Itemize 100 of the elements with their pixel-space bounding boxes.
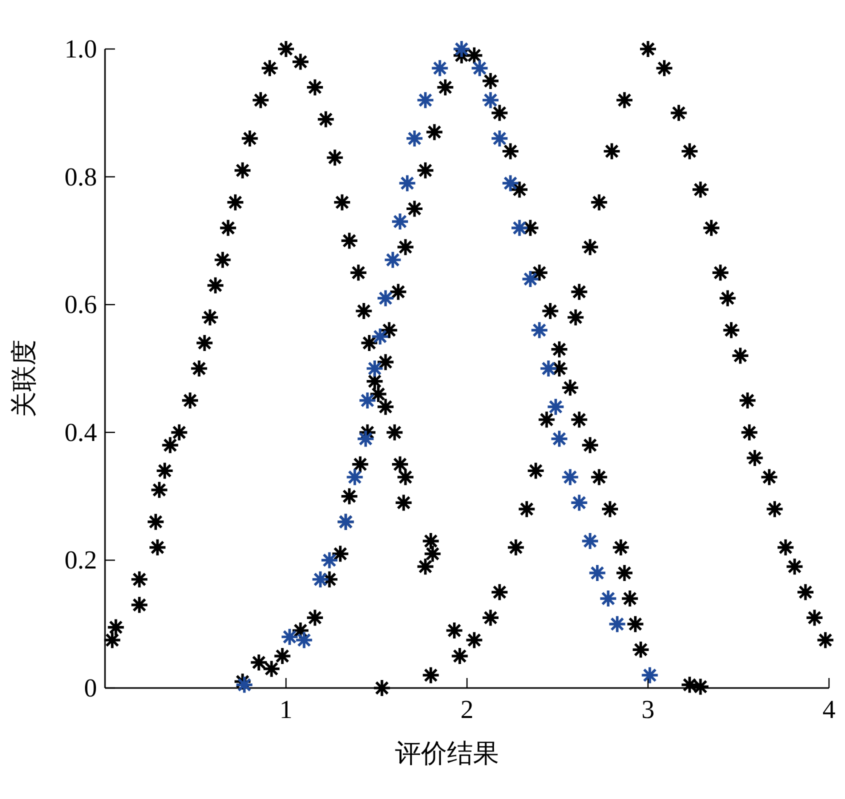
- y-tick-label: 0.6: [64, 290, 97, 320]
- point: [251, 90, 270, 110]
- point: [702, 218, 721, 238]
- point: [340, 231, 359, 250]
- point: [510, 180, 529, 199]
- point: [370, 327, 390, 346]
- point: [501, 142, 520, 161]
- point: [260, 58, 280, 78]
- point: [190, 359, 208, 378]
- point: [464, 630, 484, 650]
- y-tick-label: 0.4: [64, 418, 97, 447]
- point: [612, 538, 630, 557]
- x-tick-label: 4: [822, 695, 836, 724]
- point: [383, 250, 402, 270]
- point: [148, 538, 167, 557]
- point: [180, 391, 200, 410]
- point: [501, 174, 520, 192]
- point: [560, 378, 580, 397]
- point: [517, 500, 536, 518]
- point: [566, 308, 585, 327]
- point: [380, 320, 398, 340]
- y-tick-label: 0.2: [64, 546, 97, 575]
- point: [445, 621, 464, 640]
- point: [598, 589, 618, 608]
- point: [349, 263, 368, 282]
- point: [537, 410, 556, 429]
- point: [358, 391, 377, 410]
- point: [590, 468, 608, 486]
- point: [481, 90, 500, 110]
- point: [805, 608, 824, 628]
- point: [369, 384, 388, 404]
- point: [490, 129, 509, 148]
- point: [602, 142, 622, 161]
- point: [390, 212, 410, 231]
- point: [711, 263, 730, 282]
- point: [550, 340, 569, 359]
- point: [608, 614, 627, 634]
- point: [654, 58, 674, 78]
- point: [396, 468, 415, 486]
- point: [560, 468, 580, 486]
- point: [470, 58, 489, 78]
- point: [425, 122, 444, 142]
- point: [722, 320, 741, 340]
- point: [376, 398, 395, 416]
- point: [390, 455, 410, 474]
- point: [490, 104, 509, 122]
- y-axis-title: 关联度: [10, 340, 38, 418]
- point: [718, 288, 737, 308]
- point: [620, 589, 640, 608]
- point: [760, 468, 779, 486]
- point: [306, 608, 324, 628]
- point: [240, 129, 260, 148]
- point: [218, 218, 238, 238]
- point: [540, 302, 560, 320]
- point: [464, 46, 484, 65]
- x-tick-label: 2: [460, 695, 474, 724]
- point: [631, 640, 650, 659]
- point: [539, 359, 558, 378]
- point: [796, 582, 815, 602]
- point: [213, 250, 232, 270]
- point: [638, 40, 658, 58]
- point: [765, 500, 784, 518]
- point: [526, 461, 546, 480]
- point: [738, 391, 757, 410]
- point: [394, 493, 413, 512]
- point: [615, 90, 634, 110]
- point: [396, 238, 415, 256]
- point: [506, 538, 526, 557]
- point: [590, 193, 608, 212]
- y-tick-label: 1.0: [64, 34, 97, 64]
- point: [626, 614, 645, 634]
- point: [691, 180, 710, 199]
- point: [785, 557, 804, 576]
- point: [405, 129, 424, 148]
- point: [580, 436, 600, 454]
- point: [530, 263, 549, 282]
- point: [155, 461, 174, 480]
- point: [640, 666, 660, 685]
- point: [416, 90, 435, 110]
- point: [294, 630, 314, 650]
- point: [452, 40, 471, 58]
- point: [450, 646, 470, 666]
- point: [273, 646, 292, 666]
- point: [385, 423, 404, 442]
- point: [276, 40, 296, 58]
- point: [306, 78, 324, 97]
- point: [669, 104, 688, 122]
- point: [481, 72, 500, 90]
- point: [150, 480, 169, 500]
- point: [130, 570, 149, 589]
- point: [226, 193, 245, 212]
- point: [356, 429, 375, 448]
- point: [398, 174, 417, 192]
- point: [530, 320, 549, 340]
- point: [291, 52, 310, 72]
- point: [680, 142, 699, 161]
- point: [740, 423, 759, 442]
- x-tick-label: 1: [280, 695, 292, 724]
- point: [405, 199, 424, 218]
- y-tick-label: 0.8: [64, 162, 97, 192]
